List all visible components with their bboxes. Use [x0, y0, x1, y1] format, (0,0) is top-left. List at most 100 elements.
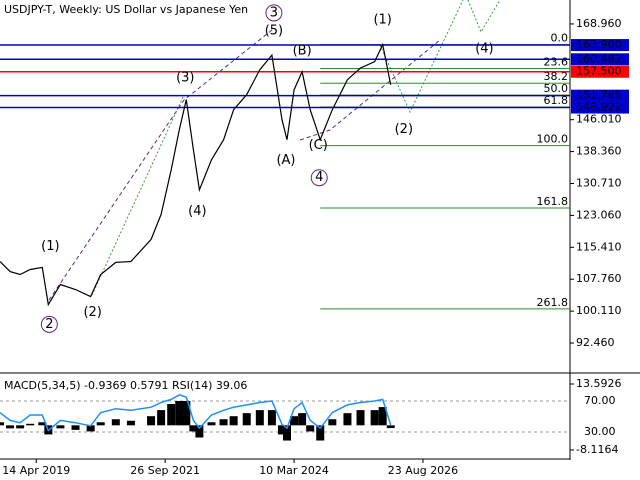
wave-label: 4	[315, 170, 323, 185]
price-level-box	[571, 101, 629, 114]
y-tick-label: 100.110	[576, 304, 622, 317]
y-tick-label: 146.010	[576, 113, 622, 126]
y-tick-label: 130.710	[576, 176, 622, 189]
macd-bar	[229, 416, 238, 426]
price-level-box	[571, 53, 629, 66]
x-tick-label: 10 Mar 2024	[259, 464, 329, 477]
y-tick-label: -8.1164	[576, 443, 618, 456]
wave-label: (1)	[373, 13, 391, 28]
x-tick-label: 14 Apr 2019	[2, 464, 70, 477]
macd-bar	[38, 422, 47, 426]
macd-bar	[175, 400, 184, 426]
x-tick-label: 23 Aug 2026	[388, 464, 458, 477]
wave-label: 3	[270, 5, 278, 20]
macd-bar	[290, 416, 299, 426]
wave-label: 2	[45, 317, 53, 332]
fib-label: 261.8	[537, 296, 569, 309]
wave-channel	[299, 39, 441, 141]
price-level-box	[571, 89, 629, 102]
macd-bar	[126, 420, 135, 426]
rsi-line	[0, 393, 392, 432]
macd-bar	[56, 425, 65, 429]
macd-bar	[242, 413, 251, 426]
fib-label: 161.8	[537, 195, 569, 208]
wave-label: (C)	[309, 138, 328, 153]
wave-label: (A)	[276, 153, 295, 168]
y-tick-label: 13.5926	[576, 377, 622, 390]
wave-label: (4)	[188, 204, 206, 219]
macd-bar	[147, 416, 156, 426]
macd-bar	[71, 425, 80, 430]
macd-bar	[378, 407, 387, 426]
price-level-label: 157.500	[576, 65, 622, 78]
price-level-label: 148.922	[576, 101, 622, 114]
macd-bar	[96, 422, 105, 426]
price-line	[0, 42, 392, 307]
projection-lines	[48, 0, 501, 301]
macd-bar	[255, 410, 264, 426]
fib-label: 38.2	[544, 70, 569, 83]
fib-label: 23.6	[544, 55, 569, 68]
macd-bar	[0, 422, 4, 426]
fib-label: 100.0	[537, 133, 569, 146]
wave-label: (4)	[475, 41, 493, 56]
y2-tick-label: 70.00	[584, 394, 616, 407]
y-tick-label: 115.410	[576, 240, 622, 253]
macd-bar	[316, 425, 325, 441]
wave-channel	[48, 29, 273, 301]
macd-bar	[267, 410, 276, 426]
macd-bar	[356, 410, 365, 426]
wave-label: (5)	[265, 23, 283, 38]
macd-bar	[328, 419, 337, 426]
macd-bar	[386, 425, 395, 429]
wave-circle	[310, 169, 328, 187]
wave-label: (1)	[41, 239, 59, 254]
wave-label: (2)	[83, 305, 101, 320]
price-level-box	[571, 39, 629, 52]
price-level-box	[571, 65, 629, 78]
price-level-label: 163.900	[576, 38, 622, 51]
macd-bar	[207, 422, 216, 426]
macd-bar	[26, 423, 35, 426]
macd-bar	[370, 410, 379, 426]
y-tick-label: 168.960	[576, 17, 622, 30]
fib-label: 50.0	[544, 82, 569, 95]
macd-bar	[306, 425, 315, 432]
macd-bar	[167, 404, 176, 426]
wave-projection	[91, 94, 185, 296]
wave-circle	[265, 4, 283, 22]
macd-bar	[277, 425, 286, 435]
y-tick-label: 107.760	[576, 272, 622, 285]
macd-bar	[182, 400, 191, 426]
macd-bar	[189, 425, 198, 432]
macd-bar	[6, 425, 15, 429]
indicator-title: MACD(5,34,5) -0.9369 0.5791 RSI(14) 39.0…	[4, 379, 247, 392]
price-level-label: 151.765	[576, 89, 622, 102]
macd-bar	[157, 410, 166, 426]
macd-bar	[298, 413, 307, 426]
wave-label: (B)	[293, 43, 312, 58]
y-tick-label: 138.360	[576, 145, 622, 158]
macd-bar	[111, 419, 120, 426]
wave-label: (3)	[176, 71, 194, 86]
macd-bar	[343, 413, 352, 426]
y2-tick-label: 30.00	[584, 425, 616, 438]
wave-projection	[379, 0, 464, 114]
macd-bar	[283, 425, 292, 441]
x-tick-label: 26 Sep 2021	[130, 464, 200, 477]
macd-bar	[219, 419, 228, 426]
y-tick-label: 123.060	[576, 208, 622, 221]
y-tick-label: 92.460	[576, 336, 615, 349]
price-level-label: 160.482	[576, 52, 622, 65]
macd-bar	[86, 425, 95, 432]
macd-bar	[16, 425, 25, 429]
chart-title: USDJPY-T, Weekly: US Dollar vs Japanese …	[4, 3, 248, 16]
macd-bar	[195, 425, 204, 438]
fib-label: 0.0	[551, 32, 569, 45]
wave-label: (2)	[395, 122, 413, 137]
wave-circle	[40, 315, 58, 333]
fib-label: 61.8	[544, 94, 569, 107]
